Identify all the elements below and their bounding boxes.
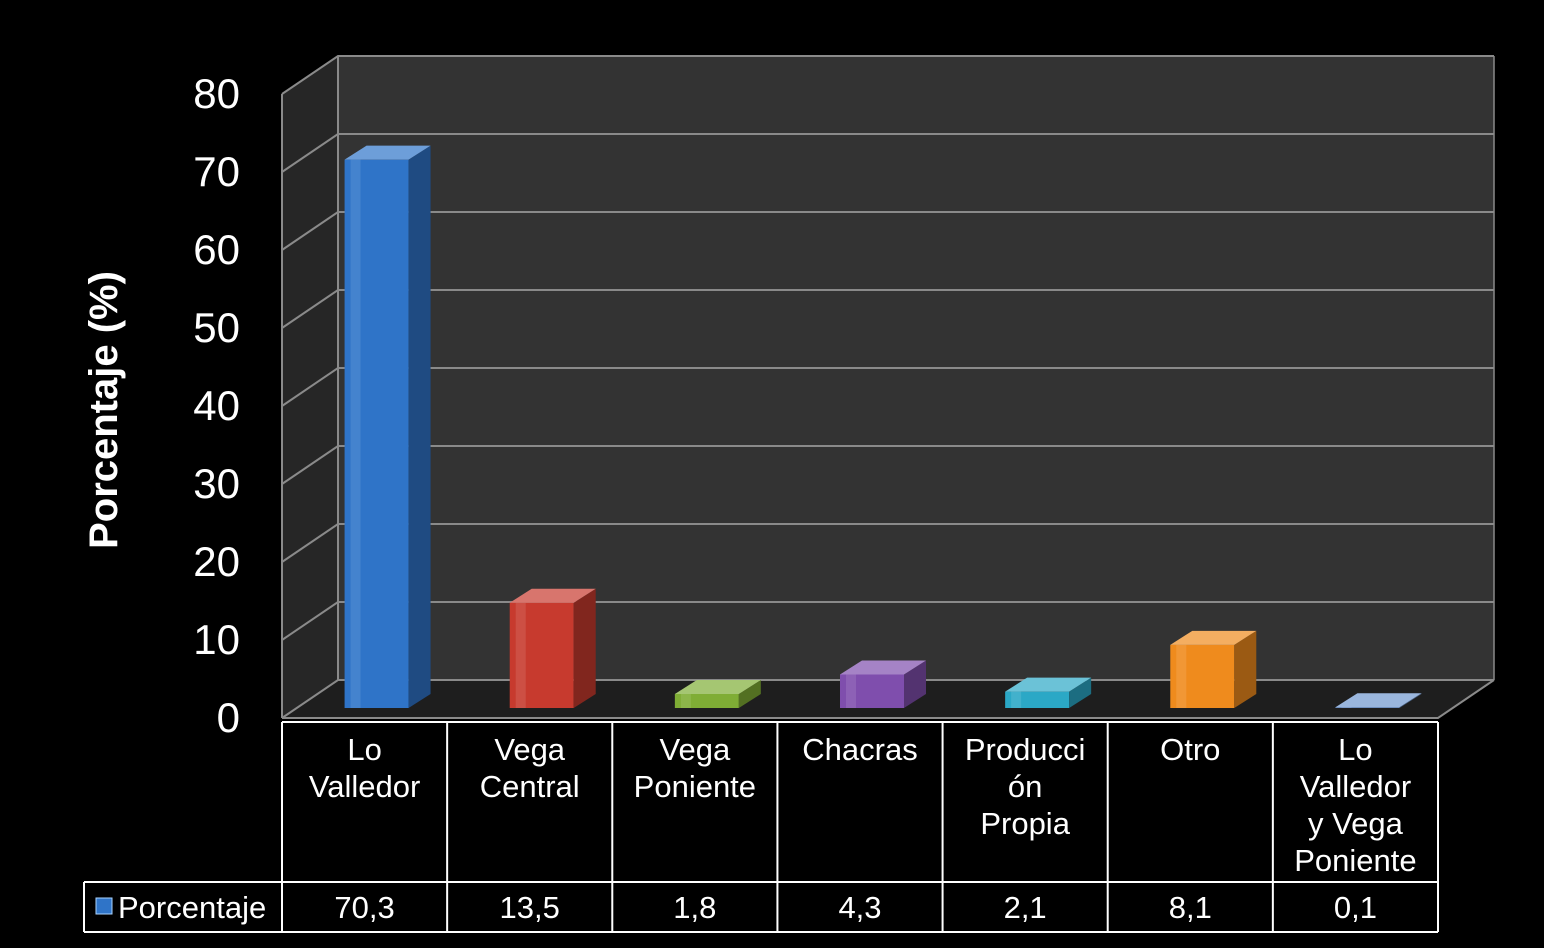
data-label: 13,5 — [500, 890, 560, 925]
gridlines — [281, 55, 1495, 719]
data-label: 0,1 — [1334, 890, 1377, 925]
x-tick-label-line: Vega — [660, 732, 731, 767]
y-axis-ticks: 0 10 20 30 40 50 60 70 80 — [193, 70, 240, 741]
y-tick-label: 30 — [193, 460, 240, 507]
y-tick-label: 10 — [193, 616, 240, 663]
bar-top — [840, 660, 926, 675]
legend-swatch — [95, 897, 113, 915]
x-tick-label-line: Vega — [494, 732, 565, 767]
x-tick-label-line: Propia — [980, 806, 1070, 841]
x-tick-label-line: y Vega — [1308, 806, 1404, 841]
legend-series-name: Porcentaje — [118, 890, 266, 925]
bar-side — [573, 588, 596, 708]
bar-highlight — [680, 693, 691, 708]
bar-highlight — [515, 602, 526, 708]
y-tick-label: 70 — [193, 148, 240, 195]
bar-side — [738, 679, 761, 708]
data-label: 2,1 — [1004, 890, 1047, 925]
floor-edge — [282, 679, 1495, 719]
data-label: 4,3 — [838, 890, 881, 925]
bar-highlight — [1176, 644, 1187, 708]
x-tick-label-line: Valledor — [1300, 769, 1411, 804]
bar — [1170, 630, 1257, 708]
bar-top — [674, 679, 761, 694]
bar — [1005, 677, 1092, 708]
bar-side — [1399, 693, 1422, 708]
y-tick-label: 80 — [193, 70, 240, 117]
bar-side — [1234, 630, 1257, 708]
bar-highlight — [846, 674, 856, 708]
bars — [344, 145, 1422, 708]
y-tick-label: 0 — [217, 694, 240, 741]
x-tick-label-line: Otro — [1160, 732, 1220, 767]
x-tick-label: Lo Valledor y Vega Poniente — [1294, 732, 1416, 878]
bar — [840, 660, 926, 708]
data-label: 70,3 — [334, 890, 394, 925]
x-tick-label-line: Lo — [347, 732, 381, 767]
bar-highlight — [350, 159, 361, 708]
y-axis-label: Porcentaje (%) — [82, 271, 126, 549]
bar-side — [1069, 677, 1092, 708]
x-tick-label-line: Lo — [1338, 732, 1372, 767]
bar-top — [1170, 630, 1257, 645]
bar-top — [1005, 677, 1092, 692]
y-tick-label: 60 — [193, 226, 240, 273]
bar-top — [1335, 693, 1422, 708]
data-label: 1,8 — [673, 890, 716, 925]
x-tick-label: Vega Poniente — [634, 732, 756, 804]
bar — [1335, 693, 1422, 708]
x-tick-label-line: Chacras — [802, 732, 917, 767]
bar-top — [509, 588, 596, 603]
y-tick-label: 40 — [193, 382, 240, 429]
bar-top — [344, 145, 431, 160]
bar — [344, 145, 431, 708]
x-tick-label: Otro — [1160, 732, 1220, 767]
plot-wall — [282, 56, 1494, 718]
x-tick-label-line: Valledor — [309, 769, 420, 804]
x-tick-label: Vega Central — [480, 732, 580, 804]
x-tick-label: Lo Valledor — [309, 732, 420, 804]
bar — [509, 588, 596, 708]
x-tick-label-line: Poniente — [634, 769, 756, 804]
x-tick-label: Chacras — [802, 732, 917, 767]
bar — [674, 679, 761, 708]
bar-side — [408, 145, 431, 708]
x-tick-label: Producci ón Propia — [965, 732, 1086, 841]
x-tick-label-line: Poniente — [1294, 843, 1416, 878]
bar-highlight — [1341, 707, 1352, 708]
bar-highlight — [1011, 691, 1022, 708]
x-tick-label-line: Producci — [965, 732, 1086, 767]
y-tick-label: 20 — [193, 538, 240, 585]
data-label: 8,1 — [1169, 890, 1212, 925]
x-tick-label-line: Central — [480, 769, 580, 804]
bar-front — [1335, 707, 1400, 708]
x-tick-label-line: ón — [1008, 769, 1042, 804]
bar-side — [904, 660, 926, 708]
y-tick-label: 50 — [193, 304, 240, 351]
